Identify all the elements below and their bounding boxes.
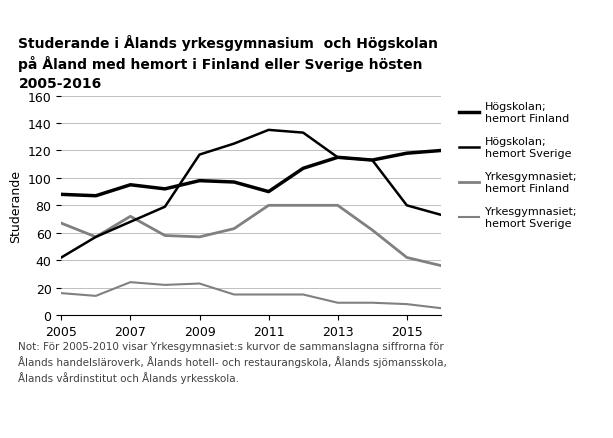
Legend: Högskolan;
hemort Finland, Högskolan;
hemort Sverige, Yrkesgymnasiet;
hemort Fin: Högskolan; hemort Finland, Högskolan; he… <box>454 98 582 233</box>
Text: Studerande i Ålands yrkesgymnasium  och Högskolan
på Åland med hemort i Finland : Studerande i Ålands yrkesgymnasium och H… <box>18 35 438 91</box>
Y-axis label: Studerande: Studerande <box>9 170 22 242</box>
Text: Not: För 2005-2010 visar Yrkesgymnasiet:s kurvor de sammanslagna siffrorna för
Å: Not: För 2005-2010 visar Yrkesgymnasiet:… <box>18 342 447 383</box>
